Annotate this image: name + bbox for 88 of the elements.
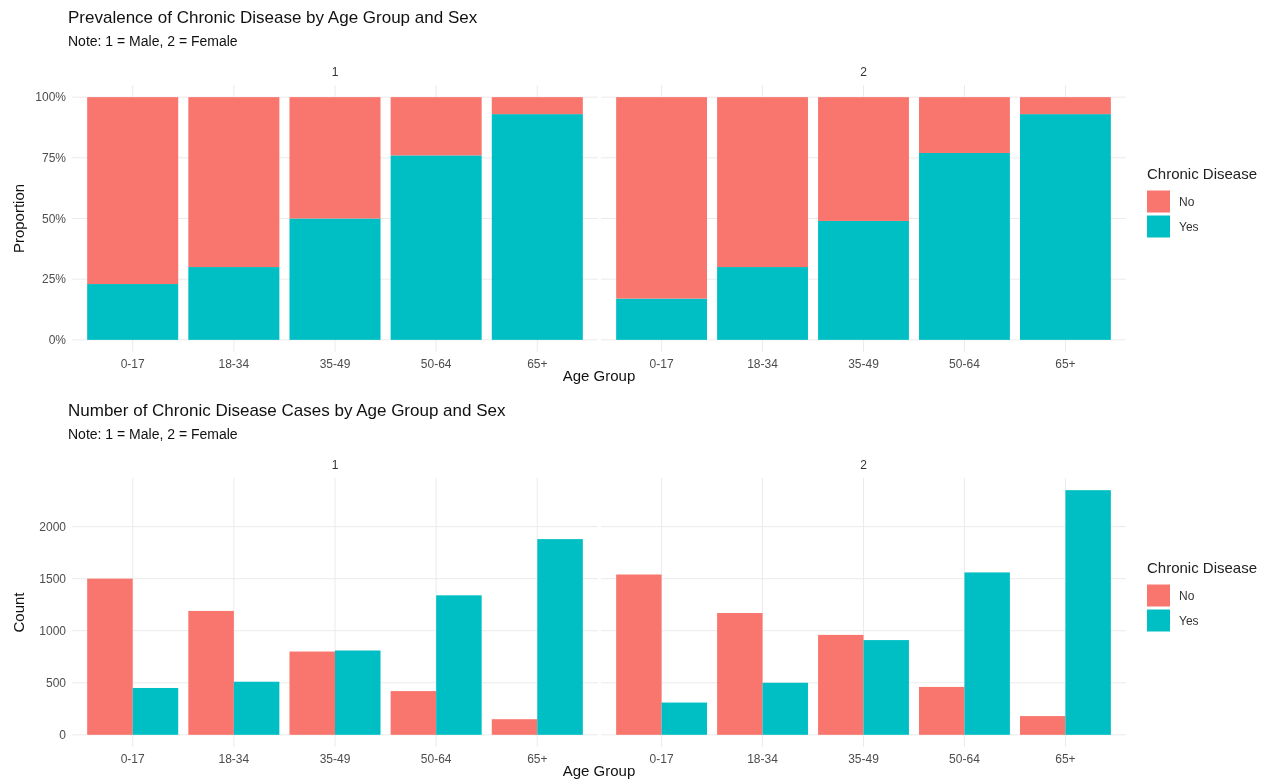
bar: [491, 114, 583, 340]
bar: [436, 595, 482, 735]
bar: [964, 572, 1010, 735]
y-tick-label: 1000: [39, 623, 67, 638]
legend-title: Chronic Disease: [1147, 558, 1258, 576]
x-tick-label: 50-64: [420, 357, 452, 371]
x-tick-label: 35-49: [848, 752, 880, 766]
y-tick-label: 100%: [35, 90, 67, 105]
x-tick-label: 35-49: [319, 752, 351, 766]
bar: [818, 97, 909, 221]
text: 2: [860, 65, 868, 79]
x-tick-label: 18-34: [747, 357, 779, 371]
x-tick-label: 0-17: [649, 752, 674, 766]
legend-label: No: [1179, 588, 1195, 603]
text: 2: [860, 458, 868, 472]
x-tick-label: 50-64: [949, 357, 981, 371]
x-tick-label: 65+: [1055, 752, 1076, 766]
bar: [289, 651, 335, 735]
bar: [1065, 490, 1111, 735]
x-tick-label: 65+: [527, 752, 548, 766]
bar: [188, 610, 234, 735]
text: 1: [331, 65, 339, 79]
y-tick-label: 2000: [39, 519, 67, 534]
bar: [616, 97, 708, 299]
x-tick-label: 35-49: [319, 357, 351, 371]
y-tick-label: 25%: [41, 272, 67, 287]
legend-title: Chronic Disease: [1147, 164, 1258, 182]
bar: [919, 686, 965, 735]
y-tick-label: 0%: [48, 333, 67, 348]
bar: [87, 578, 133, 735]
bar: [188, 97, 280, 268]
x-tick-label: 35-49: [848, 357, 880, 371]
bar: [919, 152, 1010, 340]
x-axis-title: Age Group: [562, 762, 636, 779]
bar: [87, 97, 179, 285]
bar: [289, 97, 381, 219]
bar: [717, 97, 808, 268]
bar: [616, 298, 708, 340]
x-tick-label: 18-34: [218, 357, 250, 371]
bar: [390, 691, 437, 735]
chart-subtitle: Note: 1 = Male, 2 = Female: [68, 426, 238, 442]
legend-label: No: [1179, 194, 1195, 209]
bar: [717, 267, 808, 340]
bar: [87, 284, 179, 340]
bar: [491, 97, 583, 115]
bar: [661, 702, 708, 735]
y-axis-title: Proportion: [10, 183, 27, 254]
bar: [1019, 97, 1111, 115]
x-tick-label: 50-64: [420, 752, 452, 766]
bar: [537, 539, 583, 735]
x-tick-label: 18-34: [747, 752, 779, 766]
x-axis-title: Age Group: [562, 367, 636, 384]
legend-label: Yes: [1179, 613, 1199, 628]
bar: [616, 574, 662, 735]
x-tick-label: 50-64: [949, 752, 981, 766]
y-tick-label: 1500: [39, 571, 67, 586]
bar: [717, 613, 763, 735]
chart-title: Prevalence of Chronic Disease by Age Group and Sex: [68, 8, 478, 27]
bar: [390, 155, 482, 340]
legend-label: Yes: [1179, 219, 1199, 234]
bar: [491, 719, 538, 735]
x-tick-label: 0-17: [649, 357, 674, 371]
y-tick-label: 500: [45, 675, 67, 690]
x-tick-label: 65+: [1055, 357, 1076, 371]
bar: [863, 640, 909, 735]
bar: [818, 220, 909, 340]
bar: [188, 267, 280, 340]
bar: [818, 634, 864, 735]
bar: [1019, 114, 1111, 340]
chart-subtitle: Note: 1 = Male, 2 = Female: [68, 33, 238, 49]
text: 1: [331, 458, 339, 472]
bar: [390, 97, 482, 156]
x-tick-label: 65+: [527, 357, 548, 371]
y-tick-label: 50%: [41, 211, 67, 226]
bar: [132, 687, 179, 735]
bar: [289, 218, 381, 340]
y-axis-title: Count: [10, 591, 27, 633]
x-tick-label: 0-17: [120, 357, 146, 371]
y-tick-label: 0: [59, 728, 67, 743]
bar: [919, 97, 1010, 153]
bar: [335, 650, 381, 735]
bar: [762, 682, 808, 735]
bar: [233, 681, 280, 735]
x-tick-label: 0-17: [120, 752, 146, 766]
x-tick-label: 18-34: [218, 752, 250, 766]
y-tick-label: 75%: [41, 151, 67, 166]
bar: [1019, 716, 1066, 735]
chart-title: Number of Chronic Disease Cases by Age Group and Sex: [68, 401, 506, 420]
